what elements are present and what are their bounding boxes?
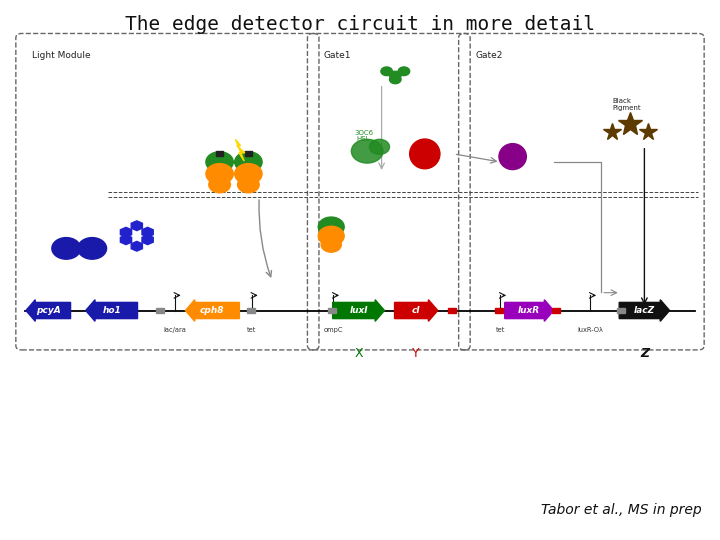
Text: ho1: ho1 xyxy=(102,306,121,315)
Text: Z: Z xyxy=(640,347,649,360)
Circle shape xyxy=(398,67,410,76)
Circle shape xyxy=(381,67,392,76)
Text: cI: cI xyxy=(412,306,420,315)
FancyArrow shape xyxy=(185,300,239,321)
Text: Gate1: Gate1 xyxy=(324,51,351,60)
Circle shape xyxy=(78,238,107,259)
Text: tet: tet xyxy=(495,327,505,333)
FancyArrow shape xyxy=(26,300,71,321)
Text: Y: Y xyxy=(413,347,420,360)
Circle shape xyxy=(390,71,401,80)
Text: The edge detector circuit in more detail: The edge detector circuit in more detail xyxy=(125,15,595,34)
FancyArrow shape xyxy=(395,300,438,321)
Circle shape xyxy=(318,217,344,237)
Bar xyxy=(448,308,456,313)
FancyArrow shape xyxy=(86,300,138,321)
Text: ompC: ompC xyxy=(323,327,343,333)
Text: pcyA: pcyA xyxy=(36,306,60,315)
Bar xyxy=(216,151,223,156)
Circle shape xyxy=(321,237,341,252)
Circle shape xyxy=(206,152,233,172)
Bar xyxy=(495,308,503,313)
Circle shape xyxy=(206,164,233,184)
Bar xyxy=(552,308,560,313)
Text: X: X xyxy=(354,347,363,360)
Bar xyxy=(156,308,164,313)
Text: lac/ara: lac/ara xyxy=(163,327,186,333)
Text: luxI: luxI xyxy=(349,306,368,315)
Text: Light Module: Light Module xyxy=(32,51,91,60)
Text: Gate2: Gate2 xyxy=(475,51,503,60)
Polygon shape xyxy=(235,139,245,161)
Ellipse shape xyxy=(499,144,526,170)
Text: luxR-Oλ: luxR-Oλ xyxy=(577,327,603,333)
Text: Black
Pigment: Black Pigment xyxy=(612,98,641,111)
Circle shape xyxy=(52,238,81,259)
FancyArrow shape xyxy=(619,300,670,321)
Text: 3OC6
HSL: 3OC6 HSL xyxy=(354,130,373,143)
Text: Tabor et al., MS in prep: Tabor et al., MS in prep xyxy=(541,503,702,517)
Text: tet: tet xyxy=(247,327,257,333)
Circle shape xyxy=(318,226,344,246)
Text: cph8: cph8 xyxy=(200,306,225,315)
Circle shape xyxy=(369,139,390,154)
Text: lacZ: lacZ xyxy=(634,306,655,315)
Circle shape xyxy=(209,177,230,193)
Bar xyxy=(328,308,336,313)
Circle shape xyxy=(351,139,383,163)
Circle shape xyxy=(238,177,259,193)
FancyArrow shape xyxy=(333,300,384,321)
Circle shape xyxy=(235,164,262,184)
Text: luxR: luxR xyxy=(518,306,540,315)
Circle shape xyxy=(390,75,401,84)
Bar xyxy=(617,308,625,313)
Bar xyxy=(245,151,252,156)
Ellipse shape xyxy=(410,139,440,169)
FancyArrow shape xyxy=(505,300,554,321)
Circle shape xyxy=(235,152,262,172)
Bar xyxy=(246,308,255,313)
